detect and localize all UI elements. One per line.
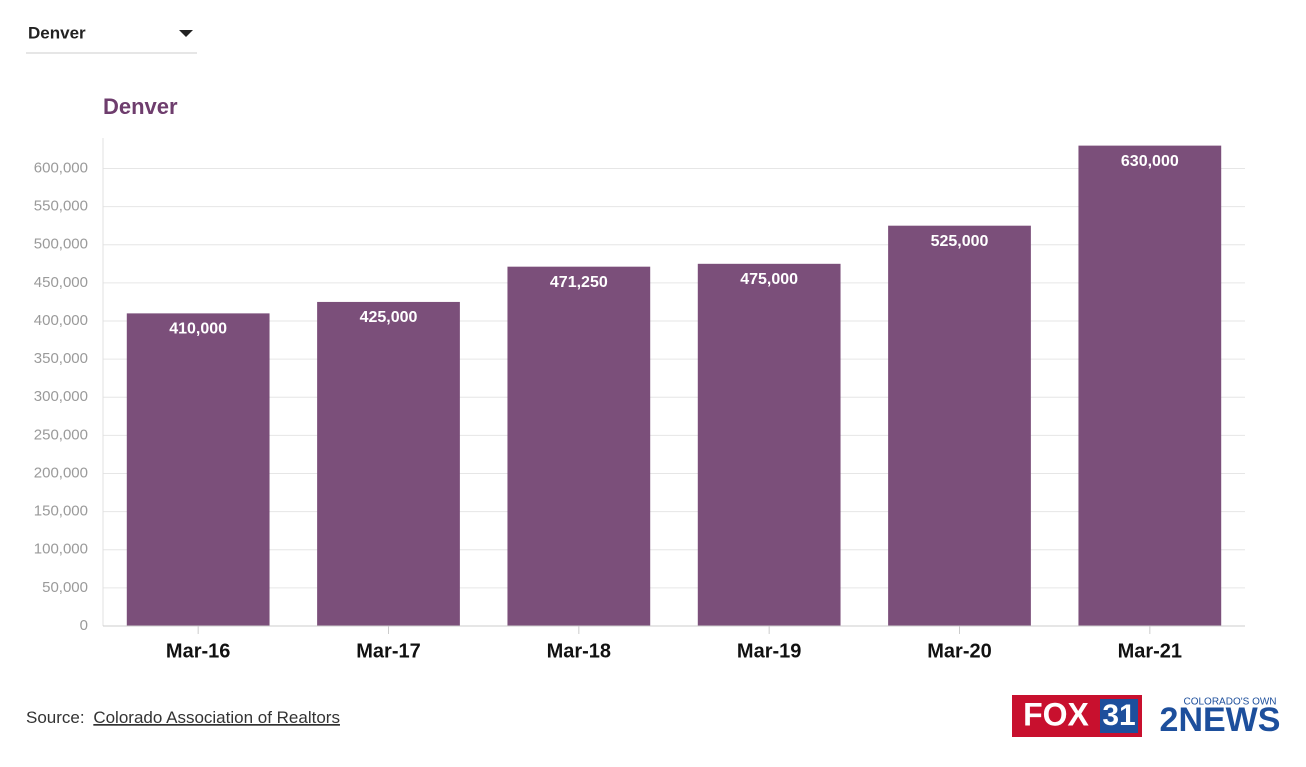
source: Source: Colorado Association of Realtors	[26, 708, 340, 727]
y-tick-label: 100,000	[34, 541, 88, 558]
bar	[317, 301, 460, 626]
value-label: 525,000	[931, 233, 989, 250]
y-tick-label: 400,000	[34, 312, 88, 329]
y-tick-label: 200,000	[34, 464, 88, 481]
chart-title: Denver	[103, 94, 178, 119]
y-tick-label: 450,000	[34, 274, 88, 291]
y-tick-label: 250,000	[34, 426, 88, 443]
dropdown-arrow[interactable]	[179, 30, 193, 37]
x-tick-label: Mar-16	[166, 640, 230, 662]
y-tick-label: 550,000	[34, 198, 88, 215]
x-tick-label: Mar-20	[927, 640, 991, 662]
fox31-logo: FOX 31	[1012, 695, 1142, 737]
fox-number-box	[1100, 699, 1138, 733]
value-label: 410,000	[169, 321, 227, 338]
fox-text: FOX	[1023, 696, 1089, 732]
value-label: 471,250	[550, 274, 608, 291]
bar	[888, 225, 1031, 626]
y-tick-label: 300,000	[34, 388, 88, 405]
x-tick-label: Mar-17	[356, 640, 420, 662]
value-label: 425,000	[360, 309, 418, 326]
dropdown-value[interactable]: Denver	[28, 23, 86, 42]
y-tick-label: 350,000	[34, 350, 88, 367]
fox-number: 31	[1102, 699, 1135, 732]
y-tick-label: 50,000	[42, 579, 88, 596]
y-tick-label: 600,000	[34, 159, 88, 176]
value-label: 630,000	[1121, 153, 1179, 170]
y-tick-label: 500,000	[34, 236, 88, 253]
2news-logo: COLORADO'S OWN 2NEWS	[1160, 697, 1281, 739]
plot: 0 50,000 100,000 150,000 200,000 250,000 300,0…	[34, 138, 1245, 662]
y-tick-label: 0	[80, 617, 88, 634]
bar	[697, 263, 841, 626]
y-tick-label: 150,000	[34, 503, 88, 520]
dropdown[interactable]: Denver	[26, 23, 197, 54]
bar	[507, 266, 651, 626]
news-tag: COLORADO'S OWN	[1183, 697, 1276, 708]
value-label: 475,000	[740, 271, 798, 288]
x-tick-label: Mar-21	[1118, 640, 1182, 662]
x-tick-label: Mar-19	[737, 640, 801, 662]
bar	[126, 313, 270, 626]
news-text: 2NEWS	[1160, 701, 1281, 739]
x-tick-label: Mar-18	[547, 640, 611, 662]
source-link[interactable]: Colorado Association of Realtors	[93, 708, 340, 727]
source-prefix: Source:	[26, 708, 85, 727]
bar	[1078, 145, 1222, 626]
